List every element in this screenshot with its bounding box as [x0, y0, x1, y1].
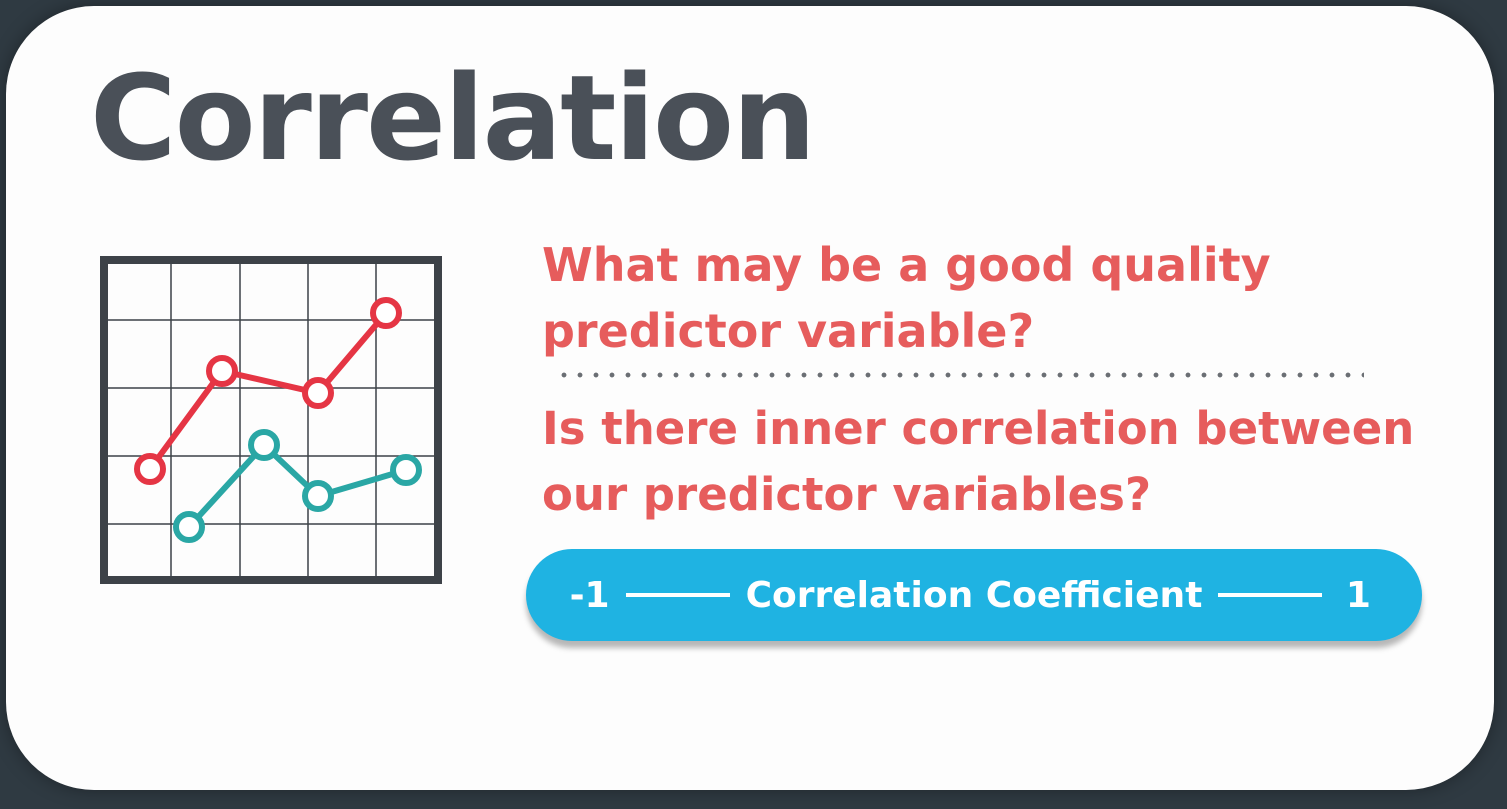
teal-marker — [390, 454, 422, 486]
dotted-divider — [556, 371, 1364, 379]
teal-series-markers — [173, 429, 422, 543]
red-marker — [134, 453, 166, 485]
coefficient-max-label: 1 — [1345, 574, 1371, 616]
question-inner-correlation: Is there inner correlation between our pr… — [542, 402, 1415, 521]
coefficient-left-line — [625, 593, 730, 597]
teal-marker — [173, 511, 205, 543]
chart-frame — [100, 256, 442, 584]
coefficient-label: Correlation Coefficient — [745, 574, 1203, 616]
teal-series-line — [186, 442, 407, 530]
slide-card: Correlation What may be a good qu — [6, 6, 1494, 790]
correlation-coefficient-bar: -1 Correlation Coefficient 1 — [526, 549, 1422, 641]
coefficient-right-line — [1218, 593, 1323, 597]
red-marker — [302, 377, 334, 409]
coefficient-min-label: -1 — [569, 574, 610, 616]
red-series-line — [147, 311, 389, 471]
teal-marker — [248, 429, 280, 461]
red-series-markers — [134, 297, 402, 485]
red-marker — [370, 297, 402, 329]
teal-marker — [302, 480, 334, 512]
red-marker — [206, 355, 238, 387]
slide-title: Correlation — [90, 49, 816, 187]
line-chart-icon — [100, 256, 442, 584]
question-predictor-quality: What may be a good quality predictor vari… — [542, 238, 1271, 358]
